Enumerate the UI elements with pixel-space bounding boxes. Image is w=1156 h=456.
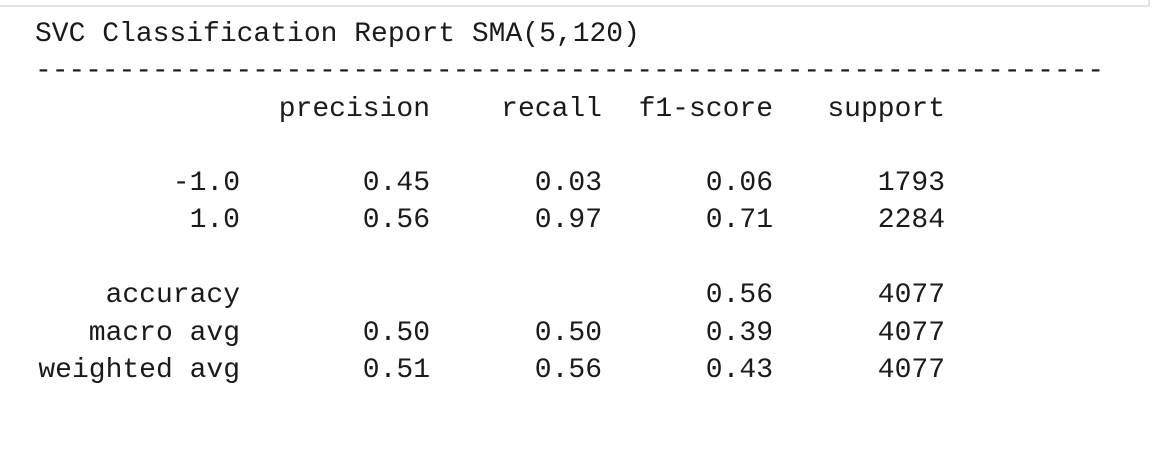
column-header: recall [501, 94, 602, 125]
cell: 4077 [877, 318, 945, 349]
cell: 0.43 [705, 355, 773, 386]
cell: 4077 [877, 280, 945, 311]
cell: 0.06 [705, 168, 773, 199]
row-label: weighted avg [38, 355, 240, 386]
cell: 0.56 [362, 205, 430, 236]
cell: 0.50 [362, 318, 430, 349]
row-label: -1.0 [172, 168, 240, 199]
cell: 0.03 [534, 168, 602, 199]
cell-border [0, 0, 1150, 7]
column-header: support [827, 94, 945, 125]
cell: 0.56 [534, 355, 602, 386]
cell: 0.50 [534, 318, 602, 349]
row-label: macro avg [88, 318, 240, 349]
cell: 2284 [877, 205, 945, 236]
cell: 0.56 [705, 280, 773, 311]
cell: 0.39 [705, 318, 773, 349]
cell: 0.71 [705, 205, 773, 236]
row-label: 1.0 [189, 205, 240, 236]
cell: 4077 [877, 355, 945, 386]
separator: ----------------------------------------… [35, 56, 1104, 87]
cell: 0.51 [362, 355, 430, 386]
cell: 0.97 [534, 205, 602, 236]
column-header: f1-score [638, 94, 773, 125]
cell: 1793 [877, 168, 945, 199]
row-label: accuracy [105, 280, 240, 311]
report-title: SVC Classification Report SMA(5,120) [35, 19, 640, 50]
cell: 0.45 [362, 168, 430, 199]
column-header: precision [278, 94, 430, 125]
